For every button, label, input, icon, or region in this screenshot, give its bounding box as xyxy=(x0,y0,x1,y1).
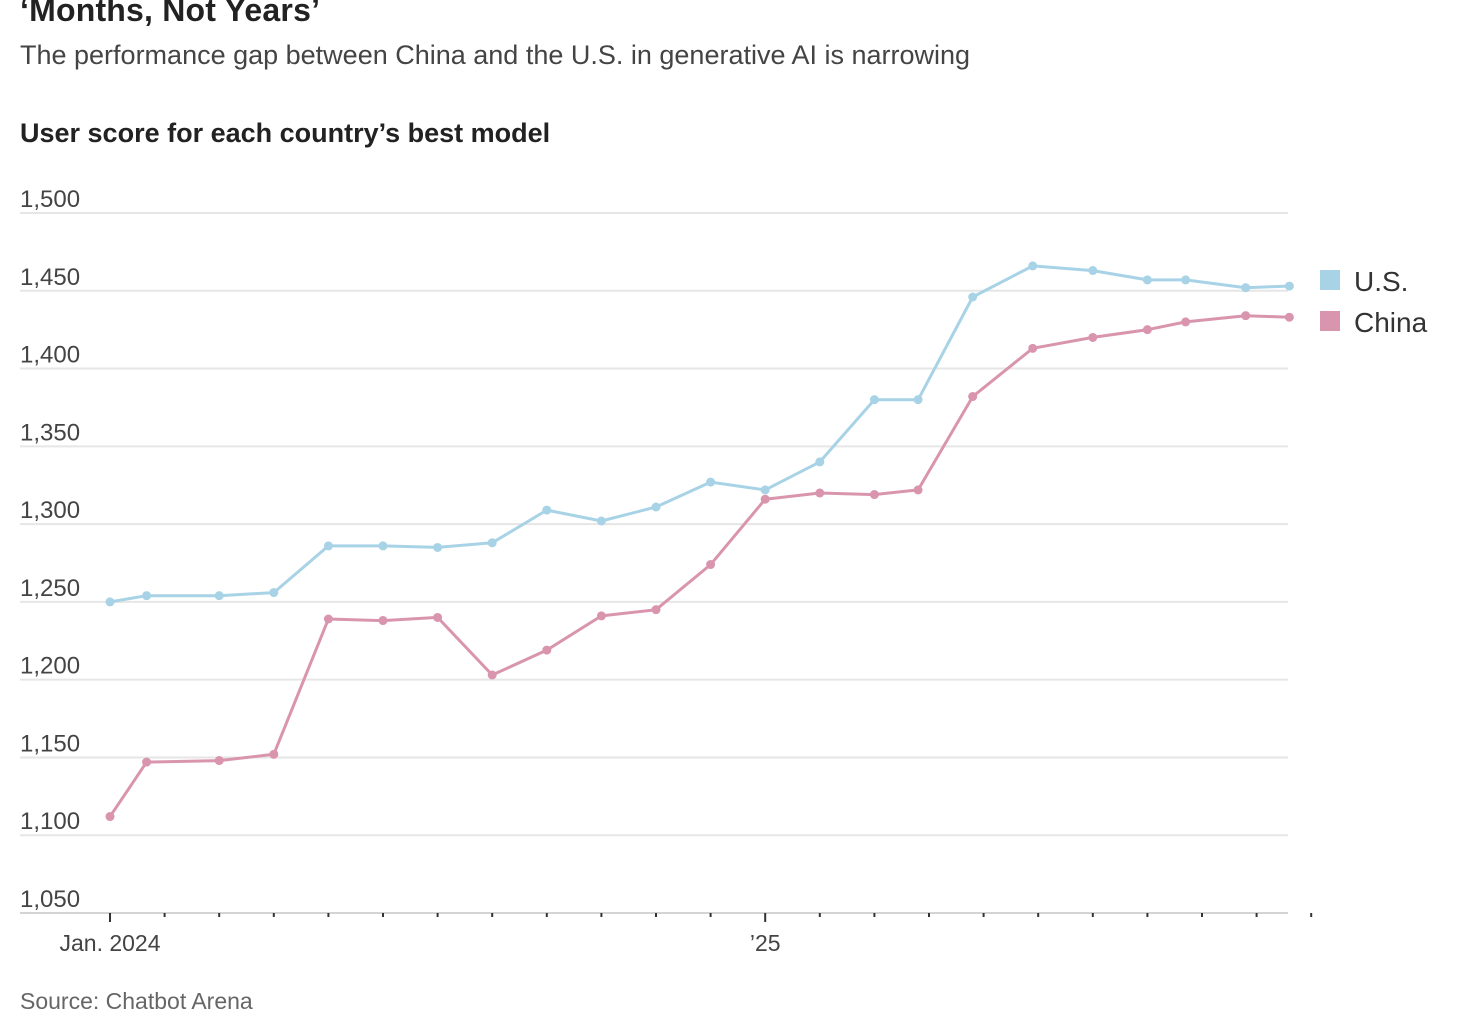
data-point-us xyxy=(1142,275,1152,285)
data-point-china xyxy=(968,392,978,402)
data-point-china xyxy=(269,749,279,759)
data-point-china xyxy=(815,488,825,498)
data-point-us xyxy=(542,505,552,515)
data-point-us xyxy=(1241,283,1251,293)
data-point-us xyxy=(323,541,333,551)
y-axis-labels: 1,050 1,100 1,150 1,200 1,250 1,300 1,350 1,400… xyxy=(20,186,80,913)
series-line-china xyxy=(108,314,1291,819)
data-point-china xyxy=(142,757,152,767)
data-point-china xyxy=(542,645,552,655)
data-point-china xyxy=(651,605,661,615)
data-point-us xyxy=(596,516,606,526)
data-point-us xyxy=(760,485,770,495)
data-point-china xyxy=(214,756,224,766)
data-point-china xyxy=(869,490,879,500)
data-point-us xyxy=(815,457,825,467)
series-line-us xyxy=(108,264,1291,604)
chart-title: ‘Months, Not Years’ xyxy=(20,0,321,28)
data-point-us xyxy=(487,538,497,548)
data-point-us xyxy=(105,597,115,607)
data-point-us xyxy=(968,292,978,302)
data-point-china xyxy=(1181,317,1191,327)
data-point-us xyxy=(269,588,279,598)
legend-swatch xyxy=(1320,311,1340,331)
legend-swatch xyxy=(1320,270,1340,290)
y-tick-label: 1,200 xyxy=(20,653,80,680)
data-point-us xyxy=(913,395,923,405)
data-point-china xyxy=(105,812,115,822)
data-point-us xyxy=(1028,261,1038,271)
data-point-us xyxy=(1181,275,1191,285)
data-point-us xyxy=(1284,281,1294,291)
data-point-china xyxy=(433,612,443,622)
gridlines xyxy=(20,212,1288,914)
data-point-us xyxy=(378,541,388,551)
data-point-china xyxy=(1028,343,1038,353)
x-axis: Jan. 2024 ’25 xyxy=(59,913,1313,956)
data-point-china xyxy=(913,485,923,495)
data-point-us xyxy=(214,591,224,601)
data-point-china xyxy=(706,560,716,570)
data-point-china xyxy=(1088,332,1098,342)
x-tick-label: ’25 xyxy=(750,930,781,956)
data-point-us xyxy=(706,477,716,487)
data-point-china xyxy=(378,616,388,626)
legend-label: China xyxy=(1354,307,1428,338)
y-tick-label: 1,500 xyxy=(20,186,80,213)
x-tick-label: Jan. 2024 xyxy=(59,930,160,956)
y-tick-label: 1,300 xyxy=(20,497,80,524)
data-point-china xyxy=(1284,312,1294,322)
data-point-china xyxy=(487,670,497,680)
y-tick-label: 1,350 xyxy=(20,419,80,446)
series-lines xyxy=(105,261,1294,822)
data-point-china xyxy=(1241,311,1251,321)
data-point-us xyxy=(142,591,152,601)
data-point-china xyxy=(596,611,606,621)
data-point-china xyxy=(760,494,770,504)
chart-subtitle: The performance gap between China and th… xyxy=(20,40,971,70)
data-point-china xyxy=(1142,325,1152,335)
data-point-us xyxy=(1088,266,1098,276)
y-tick-label: 1,400 xyxy=(20,342,80,369)
y-tick-label: 1,250 xyxy=(20,575,80,602)
chart-heading: User score for each country’s best model xyxy=(20,118,551,148)
y-tick-label: 1,050 xyxy=(20,886,80,913)
y-tick-label: 1,450 xyxy=(20,264,80,291)
source-note: Source: Chatbot Arena xyxy=(20,988,253,1014)
data-point-us xyxy=(651,502,661,512)
data-point-us xyxy=(869,395,879,405)
legend: U.S. China xyxy=(1320,266,1428,338)
y-tick-label: 1,150 xyxy=(20,730,80,757)
y-tick-label: 1,100 xyxy=(20,808,80,835)
data-point-china xyxy=(323,614,333,624)
data-point-us xyxy=(433,542,443,552)
legend-label: U.S. xyxy=(1354,266,1408,297)
